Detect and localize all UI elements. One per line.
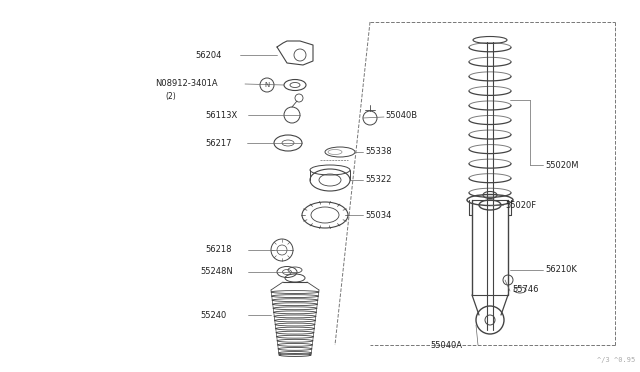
Text: 56113X: 56113X bbox=[205, 110, 237, 119]
Text: 55322: 55322 bbox=[365, 176, 392, 185]
Text: N: N bbox=[264, 82, 269, 88]
Text: ^/3 ^0.95: ^/3 ^0.95 bbox=[596, 357, 635, 363]
Text: 55040B: 55040B bbox=[385, 110, 417, 119]
Text: 55034: 55034 bbox=[365, 211, 392, 219]
Text: 55020F: 55020F bbox=[505, 201, 536, 209]
Text: N08912-3401A: N08912-3401A bbox=[155, 78, 218, 87]
Text: 55338: 55338 bbox=[365, 148, 392, 157]
Text: 56217: 56217 bbox=[205, 138, 232, 148]
Text: 55040A: 55040A bbox=[430, 340, 462, 350]
Text: 56218: 56218 bbox=[205, 246, 232, 254]
Text: 55240: 55240 bbox=[200, 311, 227, 320]
Text: 55248N: 55248N bbox=[200, 267, 233, 276]
Text: 55020M: 55020M bbox=[545, 160, 579, 170]
Text: (2): (2) bbox=[165, 93, 176, 102]
Text: 56210K: 56210K bbox=[545, 266, 577, 275]
Text: 55746: 55746 bbox=[512, 285, 538, 295]
Text: 56204: 56204 bbox=[195, 51, 221, 60]
